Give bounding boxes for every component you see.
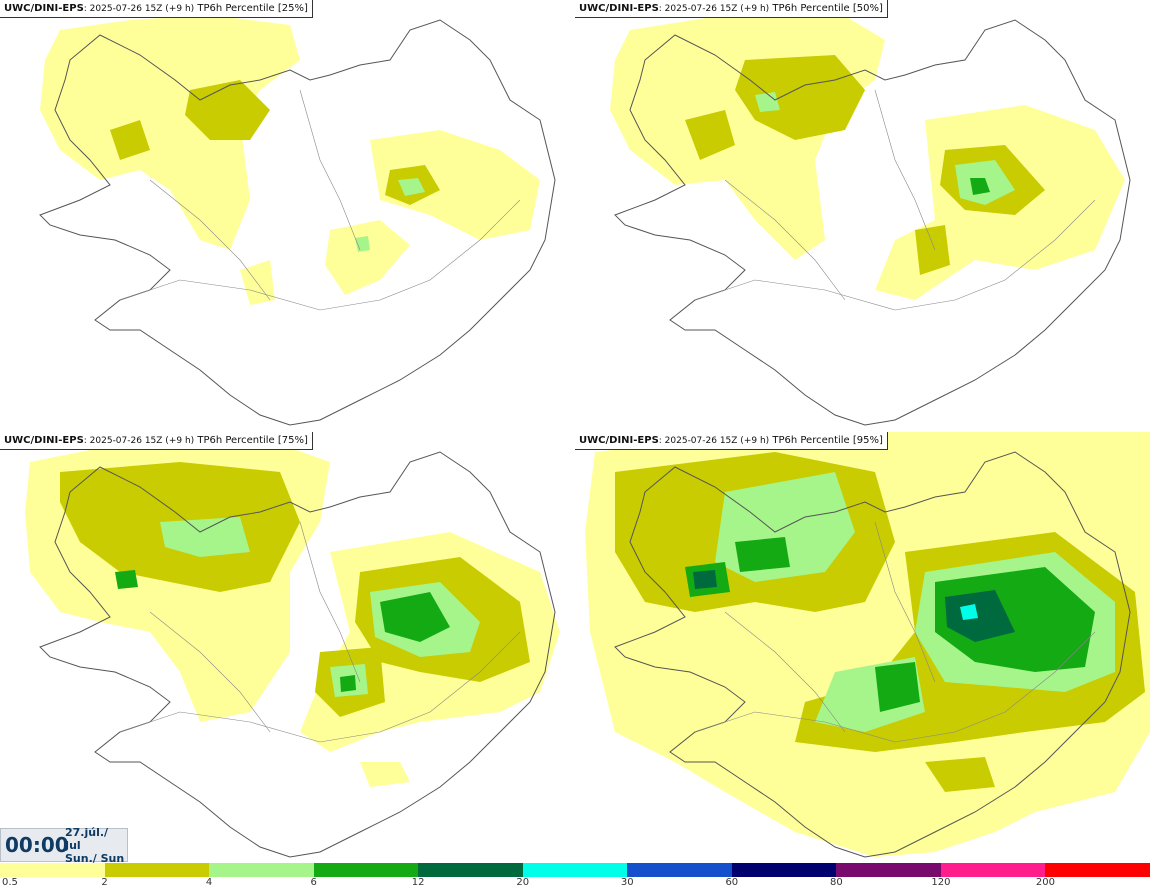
- map-panel-p75: UWC/DINI-EPS: 2025-07-26 15Z (+9 h) TP6h…: [0, 432, 575, 862]
- panel-title: UWC/DINI-EPS: 2025-07-26 15Z (+9 h) TP6h…: [575, 432, 888, 450]
- precip-shading: [40, 15, 540, 305]
- precip-map-p75: [25, 437, 560, 858]
- precip-map-p95: [585, 432, 1150, 858]
- colorbar-segment: [940, 863, 1046, 877]
- colorbar-segment: [104, 863, 210, 877]
- field-name: TP6h Percentile [75%]: [197, 435, 308, 446]
- colorbar-segment: [731, 863, 837, 877]
- colorbar-segment: [522, 863, 628, 877]
- coastline: [39, 451, 556, 858]
- colorbar-segment: [836, 863, 941, 877]
- model-name: UWC/DINI-EPS: [579, 3, 659, 14]
- colorbar-tick-label: 0.5: [2, 877, 18, 888]
- coastline: [39, 19, 556, 426]
- map-panel-p25: UWC/DINI-EPS: 2025-07-26 15Z (+9 h) TP6h…: [0, 0, 575, 430]
- valid-date: 27.júl./ Jul: [65, 825, 109, 852]
- road-network: [119, 89, 521, 311]
- precip-shading: [585, 432, 1150, 857]
- colorbar-segment: [1045, 863, 1150, 877]
- colorbar-ticks: 0.5 2 4 6 12 20 30 60 80 120 200: [0, 877, 1150, 891]
- run-info: : 2025-07-26 15Z (+9 h): [83, 4, 195, 14]
- precip-shading: [25, 437, 560, 787]
- colorbar-tick-label: 12: [411, 877, 425, 888]
- colorbar-tick-label: 2: [101, 877, 108, 888]
- precip-colorbar: [0, 863, 1150, 877]
- coastline: [614, 451, 1131, 858]
- model-name: UWC/DINI-EPS: [4, 3, 84, 14]
- model-name: UWC/DINI-EPS: [4, 435, 84, 446]
- road-network: [119, 521, 521, 743]
- colorbar-segment: [0, 863, 105, 877]
- run-info: : 2025-07-26 15Z (+9 h): [83, 436, 195, 446]
- valid-date-block: 27.júl./ Jul Sun./ Sun: [65, 826, 127, 865]
- model-name: UWC/DINI-EPS: [579, 435, 659, 446]
- run-info: : 2025-07-26 15Z (+9 h): [658, 4, 770, 14]
- map-panel-p50: UWC/DINI-EPS: 2025-07-26 15Z (+9 h) TP6h…: [575, 0, 1150, 430]
- colorbar-tick-label: 200: [1035, 877, 1055, 888]
- colorbar-tick-label: 4: [205, 877, 213, 888]
- precip-shading: [610, 10, 1125, 300]
- colorbar-segment: [627, 863, 732, 877]
- field-name: TP6h Percentile [25%]: [197, 3, 308, 14]
- valid-day: Sun./ Sun: [65, 851, 125, 865]
- colorbar-tick-label: 60: [725, 877, 739, 888]
- field-name: TP6h Percentile [50%]: [772, 3, 883, 14]
- colorbar-tick-label: 6: [310, 877, 317, 888]
- colorbar-segment: [418, 863, 523, 877]
- road-network: [694, 89, 1096, 311]
- colorbar-tick-label: 20: [516, 877, 530, 888]
- panel-title: UWC/DINI-EPS: 2025-07-26 15Z (+9 h) TP6h…: [0, 432, 313, 450]
- road-network: [694, 521, 1096, 743]
- colorbar-tick-label: 80: [829, 877, 843, 888]
- precip-map-p25: [39, 15, 556, 426]
- coastline: [614, 19, 1131, 426]
- valid-time-box: 00:00 27.júl./ Jul Sun./ Sun: [0, 826, 128, 865]
- precip-map-p50: [610, 10, 1131, 426]
- run-info: : 2025-07-26 15Z (+9 h): [658, 436, 770, 446]
- field-name: TP6h Percentile [95%]: [772, 435, 883, 446]
- panel-title: UWC/DINI-EPS: 2025-07-26 15Z (+9 h) TP6h…: [575, 0, 888, 18]
- valid-time: 00:00: [5, 833, 69, 857]
- colorbar-tick-label: 120: [931, 877, 951, 888]
- colorbar-segment: [313, 863, 419, 877]
- panel-title: UWC/DINI-EPS: 2025-07-26 15Z (+9 h) TP6h…: [0, 0, 313, 18]
- map-panel-p95: UWC/DINI-EPS: 2025-07-26 15Z (+9 h) TP6h…: [575, 432, 1150, 862]
- colorbar-tick-label: 30: [620, 877, 634, 888]
- colorbar-segment: [209, 863, 314, 877]
